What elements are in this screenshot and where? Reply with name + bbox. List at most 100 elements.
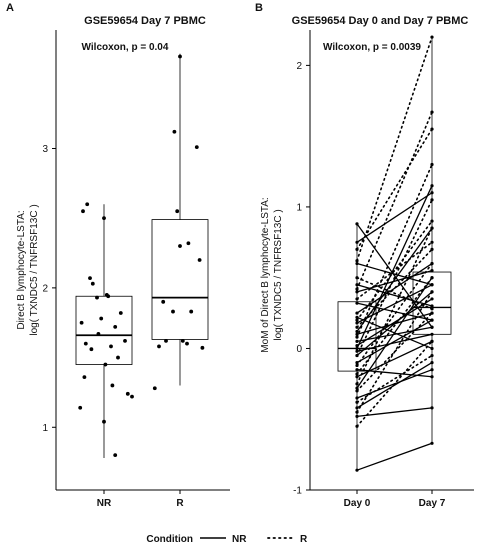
paired-line-nr bbox=[356, 407, 433, 418]
data-point bbox=[110, 383, 115, 388]
panel-b-ytick-label: -1 bbox=[293, 486, 302, 497]
paired-line-nr bbox=[356, 298, 433, 347]
data-point bbox=[130, 394, 134, 399]
data-point bbox=[103, 362, 108, 367]
data-point-day7 bbox=[430, 311, 434, 315]
paired-line-nr bbox=[356, 277, 433, 389]
data-point-day0 bbox=[355, 222, 359, 226]
data-point-day0 bbox=[355, 261, 359, 266]
data-point-day7 bbox=[430, 162, 434, 167]
data-point-day7 bbox=[430, 198, 434, 202]
data-point bbox=[81, 209, 85, 214]
paired-line-r bbox=[356, 276, 433, 310]
paired-line-nr bbox=[356, 185, 433, 349]
panel-b-ytick-label: 1 bbox=[296, 202, 302, 213]
panel-a-annotation: Wilcoxon, p = 0.04 bbox=[82, 42, 169, 53]
data-point bbox=[109, 344, 113, 349]
panel-a-ytick-label: 1 bbox=[42, 423, 48, 434]
data-point bbox=[200, 345, 205, 350]
panel-a-ylabel-line2: log( TXNDC5 / TNFRSF13C ) bbox=[29, 204, 40, 335]
data-point-day0 bbox=[355, 375, 359, 379]
data-point-day0 bbox=[355, 414, 359, 418]
legend: Condition NR R bbox=[146, 534, 308, 545]
paired-line-r bbox=[356, 340, 433, 428]
panel-b-annotation: Wilcoxon, p = 0.0039 bbox=[323, 42, 421, 53]
data-point-day0 bbox=[355, 276, 359, 280]
data-point-day0 bbox=[355, 297, 359, 301]
legend-title: Condition bbox=[146, 534, 193, 545]
paired-line-r bbox=[356, 276, 433, 375]
data-point bbox=[85, 202, 90, 207]
paired-line-r bbox=[356, 354, 433, 404]
data-point-day0 bbox=[355, 346, 359, 351]
data-point-day7 bbox=[430, 375, 434, 379]
data-point-day0 bbox=[355, 321, 359, 325]
data-point-day0 bbox=[355, 372, 359, 376]
data-point-day0 bbox=[355, 368, 359, 372]
paired-line-nr bbox=[356, 340, 433, 378]
paired-line-r bbox=[356, 128, 433, 251]
paired-line-nr bbox=[356, 284, 433, 324]
data-point-day7 bbox=[430, 361, 434, 365]
data-point-day0 bbox=[355, 247, 359, 251]
data-point-day7 bbox=[430, 406, 434, 410]
data-point-day0 bbox=[355, 301, 359, 305]
panel-a: A GSE59654 Day 7 PBMC Wilcoxon, p = 0.04… bbox=[6, 2, 230, 509]
paired-line-nr bbox=[356, 333, 433, 352]
paired-line-nr bbox=[356, 227, 433, 332]
data-point bbox=[125, 391, 130, 396]
data-point-day0 bbox=[355, 240, 359, 244]
panel-a-ytick-label: 2 bbox=[42, 283, 48, 294]
data-point-day7 bbox=[430, 110, 434, 114]
data-point bbox=[79, 320, 84, 325]
data-point-day7 bbox=[430, 353, 434, 358]
panel-b-ylabel-line1: MoM of Direct B lymphocyte-LSTA: bbox=[260, 197, 271, 352]
data-point-day0 bbox=[355, 363, 359, 368]
data-point bbox=[178, 54, 182, 59]
paired-line-r bbox=[356, 36, 433, 262]
data-point-day0 bbox=[355, 287, 359, 291]
data-point-day0 bbox=[355, 396, 359, 400]
paired-line-nr bbox=[356, 362, 433, 409]
data-point-day0 bbox=[355, 400, 359, 404]
paired-line-r bbox=[356, 163, 433, 338]
paired-line-r bbox=[356, 248, 433, 329]
data-point bbox=[164, 338, 168, 343]
data-point bbox=[152, 386, 157, 391]
data-point bbox=[83, 341, 88, 346]
data-point bbox=[102, 216, 106, 221]
panel-b-ytick-label: 0 bbox=[296, 344, 302, 355]
data-point bbox=[180, 338, 185, 343]
panel-a-title: GSE59654 Day 7 PBMC bbox=[84, 15, 206, 27]
data-point bbox=[197, 258, 202, 262]
paired-line-nr bbox=[356, 319, 433, 364]
paired-line-nr bbox=[356, 269, 433, 293]
data-point bbox=[95, 295, 99, 300]
data-point-day0 bbox=[355, 325, 359, 329]
panel-a-xtick-label: R bbox=[176, 498, 184, 509]
data-point-day0 bbox=[355, 335, 359, 339]
data-point-day7 bbox=[430, 368, 434, 372]
data-point-day7 bbox=[430, 307, 434, 311]
panel-b-xtick-label: Day 0 bbox=[344, 498, 371, 509]
data-point bbox=[118, 311, 123, 315]
data-point-day7 bbox=[430, 269, 434, 273]
panel-b-paired-lines bbox=[355, 35, 434, 472]
paired-line-nr bbox=[356, 192, 433, 243]
data-point bbox=[106, 294, 111, 299]
paired-line-nr bbox=[356, 442, 433, 471]
data-point-day0 bbox=[355, 382, 359, 386]
data-point-day7 bbox=[430, 325, 434, 329]
data-point-day7 bbox=[430, 339, 434, 343]
data-point-day0 bbox=[355, 389, 359, 393]
data-point-day7 bbox=[430, 441, 434, 445]
data-point bbox=[172, 129, 177, 134]
data-point-day7 bbox=[430, 226, 434, 230]
data-point bbox=[116, 355, 120, 360]
data-point-day7 bbox=[430, 332, 434, 336]
data-point bbox=[185, 341, 189, 346]
data-point bbox=[178, 244, 182, 248]
panel-b-ytick-label: 2 bbox=[296, 61, 302, 72]
data-point bbox=[123, 338, 127, 343]
